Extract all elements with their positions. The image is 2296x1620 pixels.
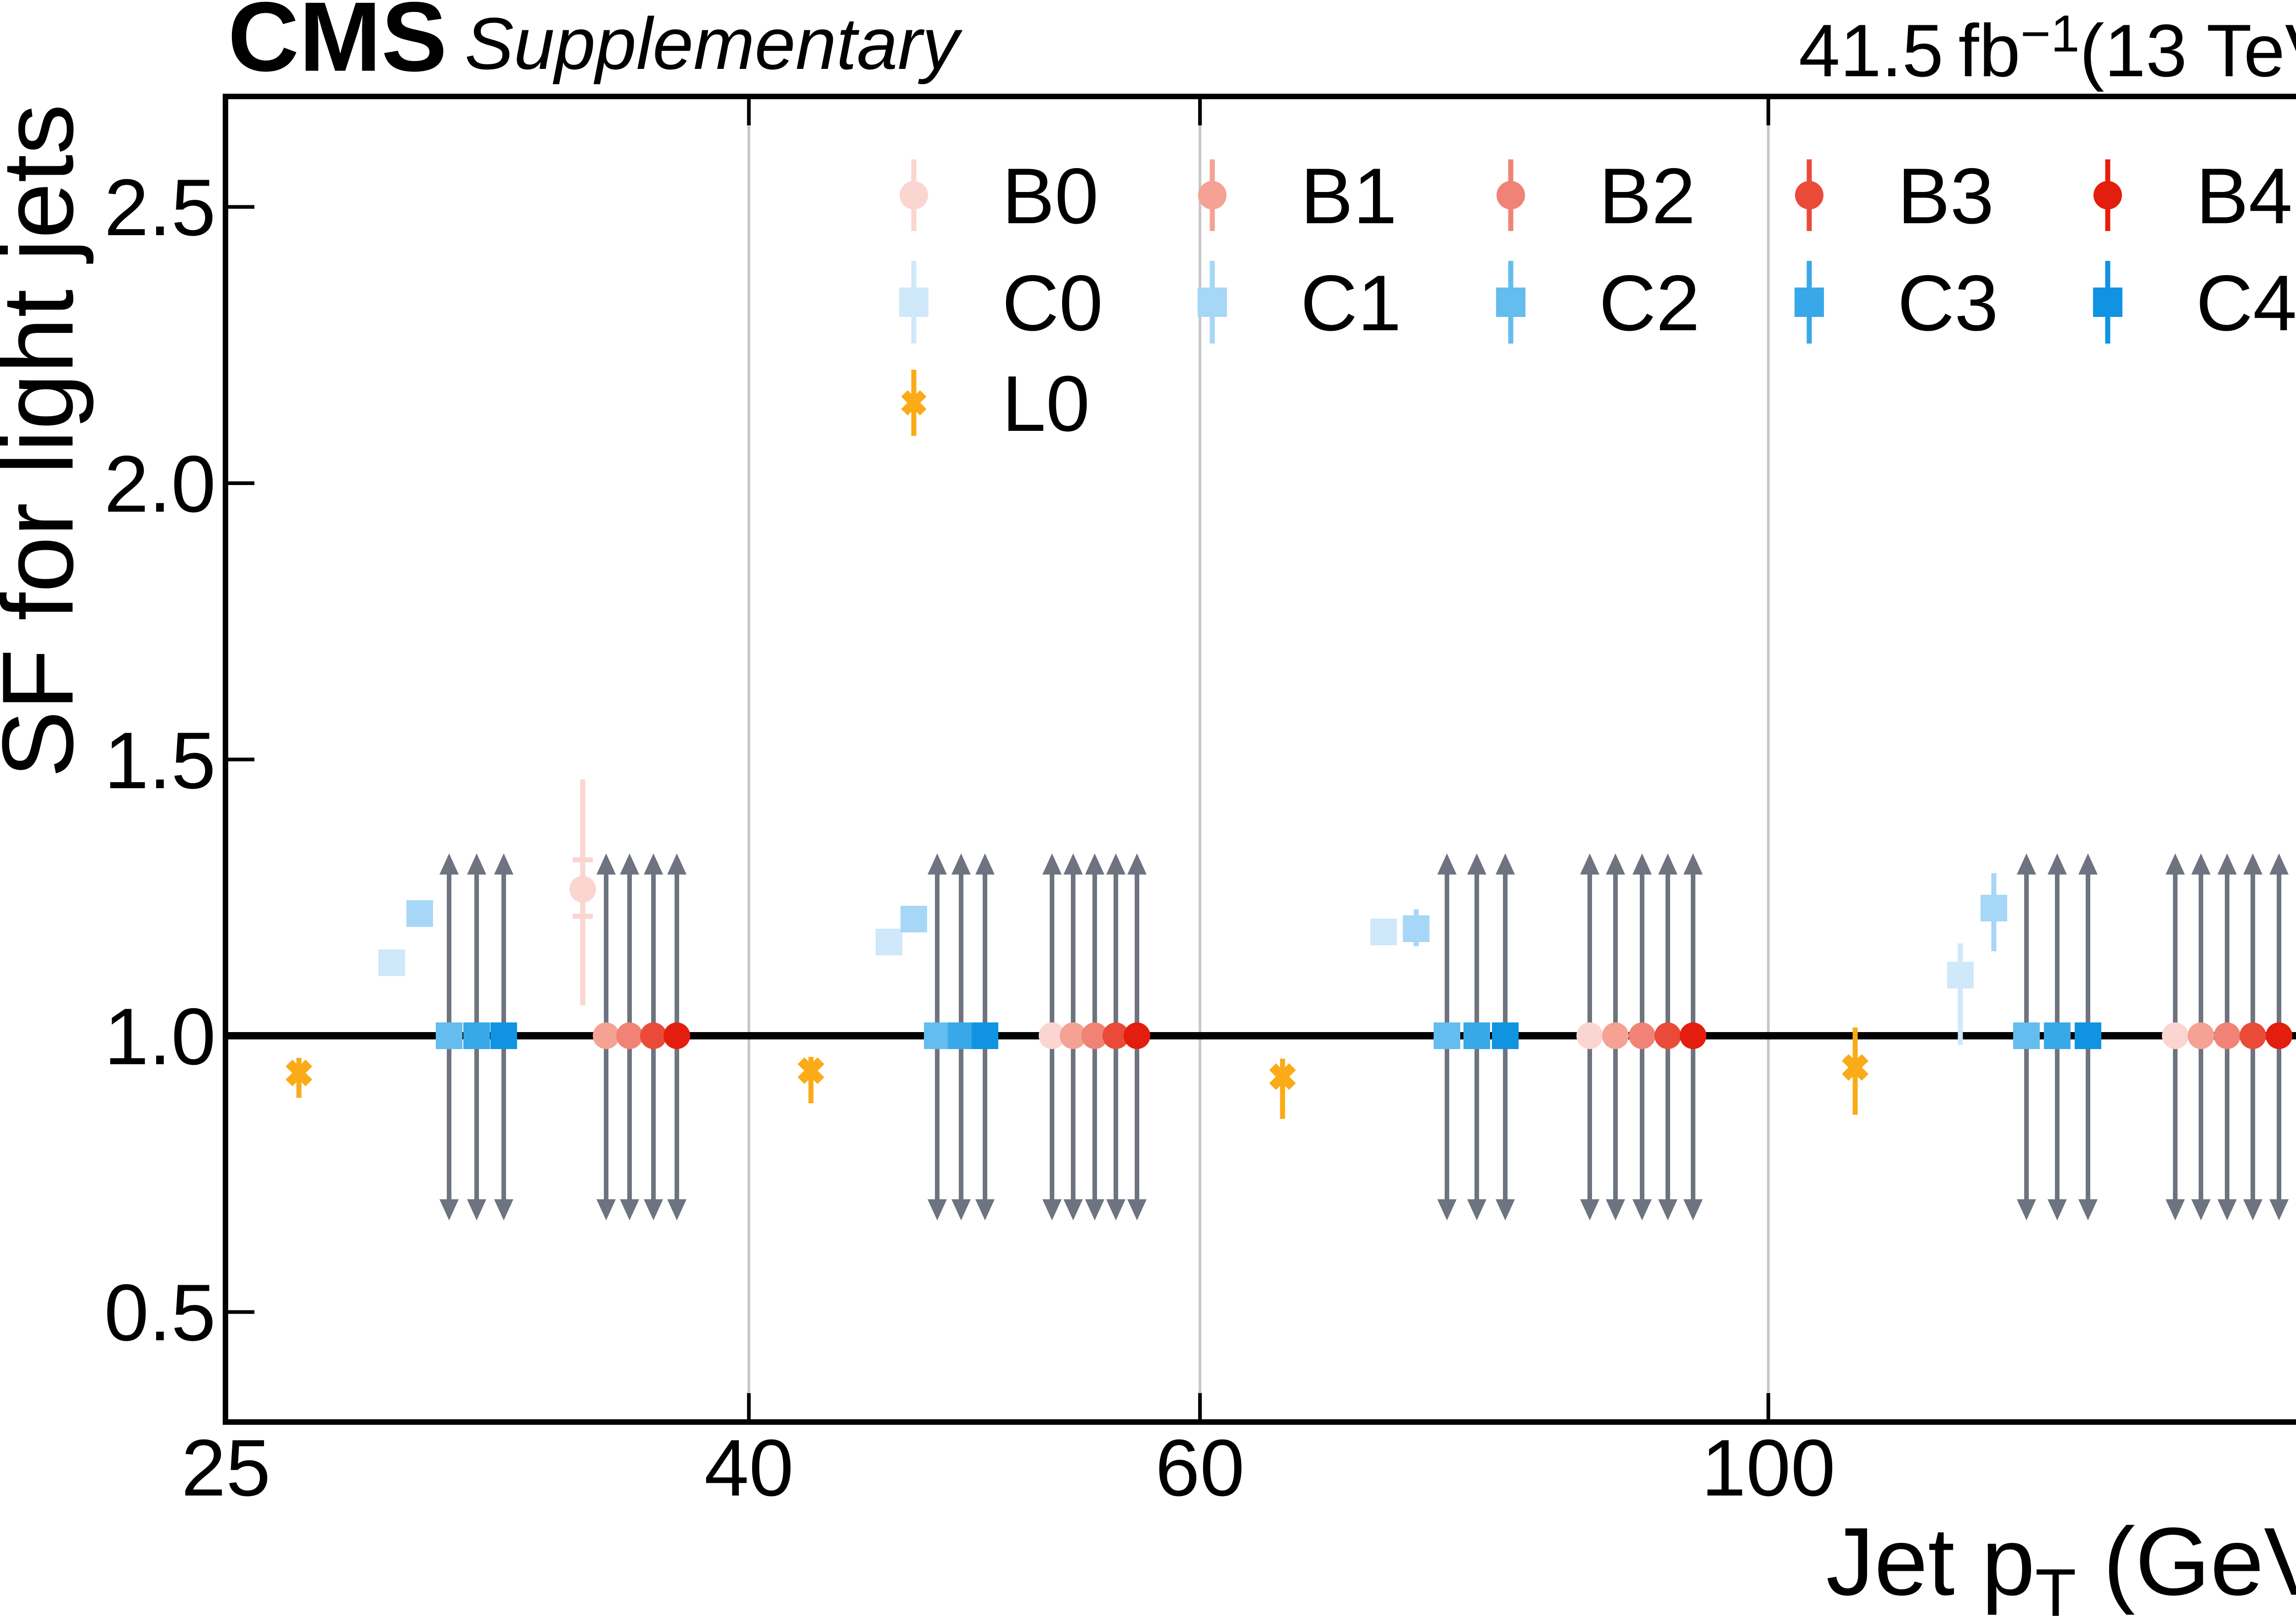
svg-text:B3: B3 (1897, 152, 1994, 240)
svg-text:B4: B4 (2196, 152, 2292, 240)
svg-text:B2: B2 (1599, 152, 1695, 240)
svg-text:1.5: 1.5 (104, 716, 216, 806)
svg-text:C1: C1 (1300, 259, 1401, 347)
svg-text:2.0: 2.0 (104, 440, 216, 529)
svg-text:B0: B0 (1002, 152, 1098, 240)
svg-text:40: 40 (704, 1423, 794, 1513)
svg-text:0.5: 0.5 (104, 1268, 216, 1358)
svg-text:C2: C2 (1599, 259, 1700, 347)
svg-text:C4: C4 (2196, 259, 2296, 347)
svg-text:C3: C3 (1897, 259, 1998, 347)
svg-text:60: 60 (1155, 1423, 1245, 1513)
svg-text:SF for light jets: SF for light jets (0, 104, 94, 778)
svg-text:CMS: CMS (228, 0, 447, 92)
svg-text:L0: L0 (1002, 360, 1090, 448)
svg-text:Supplementary: Supplementary (465, 2, 963, 85)
svg-text:B1: B1 (1300, 152, 1397, 240)
svg-text:C0: C0 (1002, 259, 1103, 347)
svg-text:1.0: 1.0 (104, 992, 216, 1082)
svg-text:25: 25 (181, 1423, 271, 1513)
svg-text:2.5: 2.5 (104, 163, 216, 253)
svg-text:100: 100 (1701, 1423, 1835, 1513)
